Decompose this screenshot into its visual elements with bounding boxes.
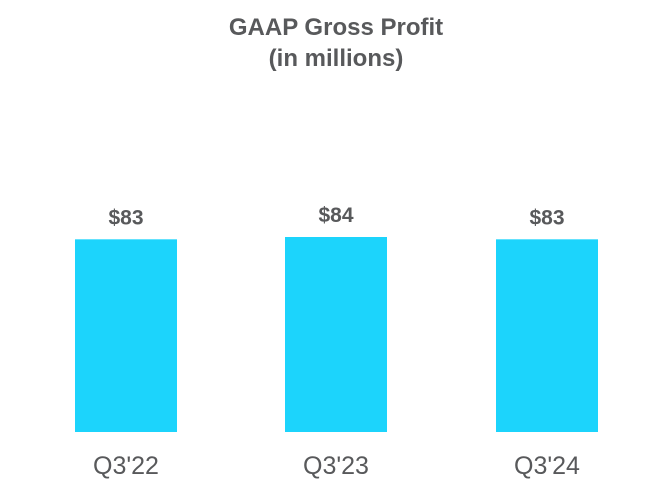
x-tick-label-1: Q3'22 xyxy=(93,452,159,480)
data-labels-group: $83 $84 $83 xyxy=(108,204,564,229)
bar-1 xyxy=(75,239,177,432)
bar-value-label-1: $83 xyxy=(108,206,143,229)
bar-value-label-2: $84 xyxy=(318,204,353,227)
x-tick-label-2: Q3'23 xyxy=(303,452,369,480)
bar-value-label-3: $83 xyxy=(529,206,564,229)
bar-3 xyxy=(496,239,598,432)
bar-2 xyxy=(285,237,387,432)
chart-title-block: GAAP Gross Profit (in millions) xyxy=(0,12,672,74)
bars-group xyxy=(75,237,598,432)
x-tick-label-3: Q3'24 xyxy=(514,452,580,480)
chart-subtitle: (in millions) xyxy=(268,45,404,72)
x-tick-labels-group: Q3'22 Q3'23 Q3'24 xyxy=(93,452,580,480)
chart-title: GAAP Gross Profit xyxy=(228,14,444,41)
